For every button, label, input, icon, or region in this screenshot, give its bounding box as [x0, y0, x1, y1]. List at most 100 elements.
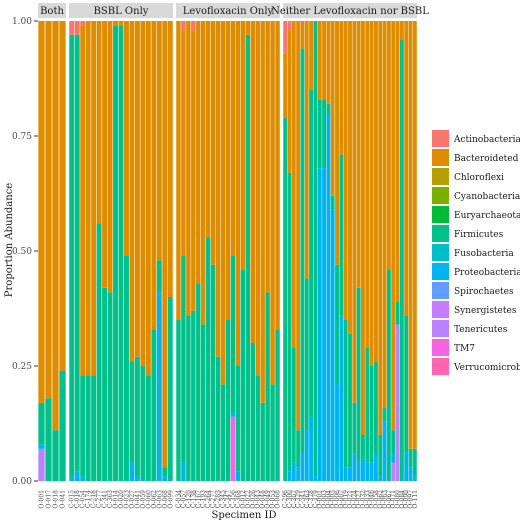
bar-segment: [309, 416, 314, 481]
bar-segment: [186, 315, 191, 481]
x-tick-label: O-111: [412, 490, 419, 509]
stacked-bar: [365, 21, 370, 481]
bar-segment: [365, 462, 370, 481]
x-tick-label: C-341: [102, 490, 109, 508]
stacked-bar: [369, 21, 374, 481]
bar-segment: [151, 329, 157, 481]
bar-segment: [356, 462, 361, 481]
legend-item: Euryarchaeota: [432, 206, 520, 223]
y-axis-title: Proportion Abundance: [4, 183, 15, 297]
bar-segment: [391, 462, 396, 481]
bar-segment: [230, 255, 236, 412]
stacked-bar: [296, 21, 301, 481]
x-tick-label: O-046: [369, 490, 376, 509]
legend-item: Spirochaetes: [432, 282, 514, 299]
legend-label: Verrucomicrobia: [453, 363, 520, 373]
x-tick-label: O-003: [321, 490, 328, 509]
bar-segment: [38, 444, 45, 449]
legend-item: Proteobacteria: [432, 263, 520, 280]
bar-segment: [373, 361, 378, 454]
bar-segment: [260, 21, 265, 403]
bar-segment: [69, 34, 75, 477]
bar-segment: [80, 375, 86, 477]
stacked-bar: [96, 21, 102, 481]
stacked-bar: [59, 21, 66, 481]
bar-segment: [69, 21, 75, 35]
bar-segment: [291, 347, 296, 463]
x-tick-label: O-001: [39, 490, 46, 509]
bar-segment: [395, 21, 400, 302]
bar-segment: [265, 292, 270, 481]
stacked-bar: [404, 21, 409, 481]
bar-segment: [85, 375, 91, 481]
bar-segment: [38, 448, 45, 481]
bar-segment: [326, 21, 331, 104]
bar-segment: [74, 21, 80, 35]
stacked-bar: [270, 21, 275, 481]
bar-segment: [365, 21, 370, 348]
bar-segment: [339, 21, 344, 155]
bar-segment: [235, 21, 241, 366]
bar-segment: [196, 21, 201, 284]
x-tick-label: O-062: [151, 490, 158, 509]
bar-segment: [270, 21, 275, 385]
stacked-bar: [408, 21, 413, 481]
bar-segment: [245, 34, 251, 482]
stacked-bar: [240, 21, 246, 481]
x-tick-label: C-264: [205, 490, 212, 508]
legend-item: Actinobacteria: [432, 130, 520, 147]
x-tick-label: C-120: [185, 490, 192, 508]
bar-segment: [391, 430, 396, 454]
bar-segment: [291, 462, 296, 481]
bar-segment: [404, 315, 409, 454]
legend-swatch: [432, 187, 449, 204]
stacked-bar: [176, 21, 181, 481]
stacked-bar: [80, 21, 86, 481]
bar-segment: [408, 467, 413, 481]
legend: Actinobacteria Bacteroideted Chloroflexi Cy…: [432, 130, 520, 375]
legend-swatch: [432, 282, 449, 299]
stacked-bar: [309, 21, 314, 481]
x-tick-label: C-379: [312, 490, 319, 508]
bar-segment: [129, 361, 135, 463]
bar-segment: [391, 21, 396, 431]
bar-segment: [191, 30, 196, 311]
bar-segment: [129, 462, 135, 481]
bar-segment: [205, 21, 211, 238]
x-tick-label: O-041: [60, 490, 67, 509]
bar-segment: [201, 324, 206, 481]
bar-segment: [181, 255, 186, 463]
stacked-bar: [330, 21, 335, 481]
bar-segment: [373, 21, 378, 362]
legend-swatch: [432, 320, 449, 337]
bar-segment: [352, 21, 357, 403]
bar-segment: [300, 453, 305, 481]
bar-segment: [369, 462, 374, 481]
stacked-bar: [343, 21, 348, 481]
bar-segment: [322, 99, 327, 169]
x-tick-label: C-283: [215, 490, 222, 508]
stacked-bar: [210, 21, 216, 481]
stacked-bar: [230, 21, 236, 481]
facet-panel: Both O-001 O-017 O-018 O-041: [38, 3, 67, 509]
stacked-bar: [386, 21, 391, 481]
legend-label: TM7: [454, 344, 475, 354]
bar-segment: [162, 21, 168, 468]
bar-segment: [275, 329, 280, 481]
stacked-bar: [378, 21, 383, 481]
legend-item: Verrucomicrobia: [432, 358, 520, 375]
legend-item: Cyanobacteria: [432, 187, 520, 204]
facet-panel: Neither Levofloxacin nor BSBLC-296C-300C…: [271, 3, 429, 509]
bar-segment: [361, 435, 365, 458]
bar-segment: [201, 21, 206, 325]
x-tick-label: O-023: [123, 490, 130, 509]
bar-segment: [129, 21, 135, 362]
bar-segment: [395, 301, 400, 325]
stacked-bar: [151, 21, 157, 481]
bar-segment: [296, 467, 301, 481]
bar-segment: [339, 154, 344, 316]
bar-segment: [361, 21, 365, 435]
x-tick-label: C-378: [308, 490, 315, 508]
bar-segment: [326, 103, 331, 113]
